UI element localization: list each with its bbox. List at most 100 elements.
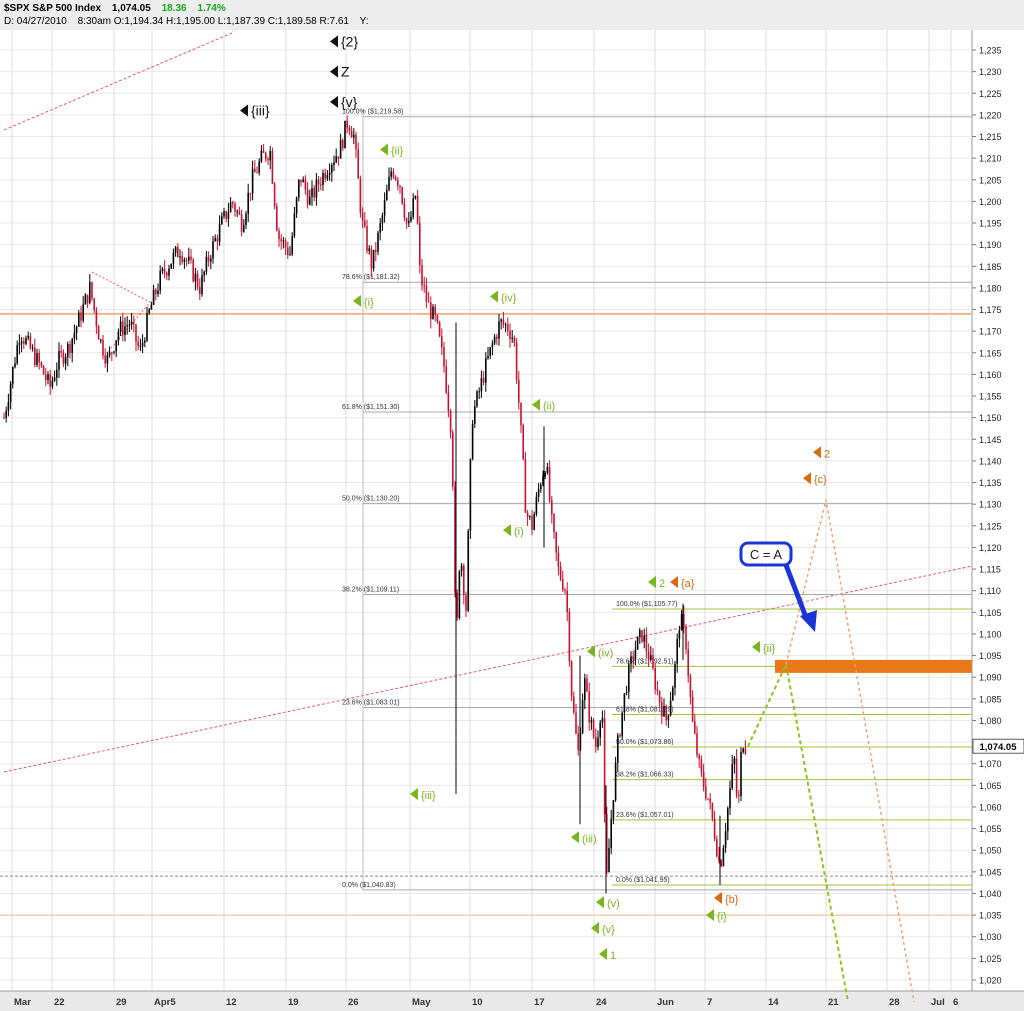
candle-body bbox=[38, 353, 40, 363]
y-tick-label: 1,175 bbox=[979, 305, 1002, 315]
candle-body bbox=[269, 151, 271, 161]
y-tick-label: 1,140 bbox=[979, 456, 1002, 466]
candle-body bbox=[588, 691, 590, 723]
callout-arrow-shaft bbox=[783, 564, 810, 621]
candle-body bbox=[733, 758, 736, 765]
candle-body bbox=[553, 514, 555, 533]
y-tick-label: 1,160 bbox=[979, 370, 1002, 380]
candle-body bbox=[447, 392, 450, 411]
candle-body bbox=[311, 187, 313, 197]
candle-body bbox=[29, 335, 32, 349]
candle-body bbox=[641, 630, 643, 642]
candle-body bbox=[654, 668, 656, 690]
wave-label: 2 bbox=[824, 448, 830, 460]
y-tick-label: 1,225 bbox=[979, 89, 1002, 99]
candle-body bbox=[590, 720, 593, 723]
candle-body bbox=[78, 312, 80, 327]
candle-body bbox=[485, 358, 487, 383]
candle-body bbox=[91, 282, 93, 299]
candle-body bbox=[148, 309, 150, 313]
y-tick-label: 1,040 bbox=[979, 889, 1002, 899]
candle-body bbox=[566, 590, 568, 613]
candle-body bbox=[577, 733, 579, 750]
y-tick-label: 1,120 bbox=[979, 543, 1002, 553]
y-tick-label: 1,020 bbox=[979, 976, 1002, 986]
candle-body bbox=[67, 344, 69, 358]
wave-label: {iii} bbox=[421, 790, 436, 802]
candle-body bbox=[23, 341, 25, 344]
candle-body bbox=[342, 140, 344, 149]
y-axis-panel bbox=[972, 30, 1024, 991]
candle-body bbox=[669, 700, 672, 716]
candle-body bbox=[399, 185, 401, 188]
wave-marker bbox=[599, 948, 607, 961]
candle-body bbox=[674, 663, 676, 688]
y-tick-label: 1,230 bbox=[979, 67, 1002, 77]
candle-body bbox=[381, 215, 384, 224]
candle-body bbox=[205, 256, 208, 272]
callout-label: C = A bbox=[750, 547, 782, 562]
candle-body bbox=[383, 200, 386, 216]
candle-body bbox=[190, 256, 192, 260]
candle-body bbox=[188, 256, 190, 261]
candle-body bbox=[493, 336, 496, 344]
candle-body bbox=[432, 306, 434, 320]
candle-body bbox=[265, 152, 267, 159]
candle-body bbox=[291, 236, 293, 255]
candle-body bbox=[476, 391, 478, 407]
candle-body bbox=[16, 345, 18, 364]
candle-body bbox=[430, 302, 432, 320]
wave-marker bbox=[330, 95, 338, 108]
candle-body bbox=[603, 718, 606, 815]
candle-body bbox=[333, 162, 335, 166]
candle-body bbox=[34, 347, 36, 365]
candle-body bbox=[27, 335, 29, 339]
wave-label: 1 bbox=[610, 950, 616, 962]
y-tick-label: 1,100 bbox=[979, 629, 1002, 639]
candle-body bbox=[155, 289, 157, 295]
candle-body bbox=[555, 532, 557, 553]
candle-body bbox=[108, 352, 111, 356]
candle-body bbox=[738, 795, 740, 797]
candle-body bbox=[502, 319, 505, 325]
candle-body bbox=[744, 748, 747, 754]
y-tick-label: 1,115 bbox=[979, 565, 1001, 575]
candle-body bbox=[146, 312, 148, 341]
candle-body bbox=[491, 343, 494, 348]
candle-body bbox=[368, 248, 370, 251]
candle-body bbox=[705, 786, 707, 799]
candle-body bbox=[612, 800, 615, 819]
candle-body bbox=[562, 579, 564, 590]
candle-body bbox=[166, 272, 168, 276]
y-tick-label: 1,125 bbox=[979, 521, 1002, 531]
candle-body bbox=[359, 178, 362, 213]
candle-body bbox=[172, 252, 175, 264]
last-price: 1,074.05 bbox=[111, 3, 151, 14]
candle-body bbox=[540, 484, 542, 490]
candle-body bbox=[298, 179, 300, 198]
candle-body bbox=[694, 721, 696, 734]
fib-label: 38.2% ($1,109.11) bbox=[342, 587, 399, 594]
candle-body bbox=[315, 179, 318, 198]
candle-body bbox=[113, 351, 115, 353]
candle-body bbox=[115, 340, 117, 352]
candle-body bbox=[346, 120, 348, 128]
y-tick-label: 1,080 bbox=[979, 716, 1002, 726]
fib-label: 23.6% ($1,083.01) bbox=[342, 699, 400, 706]
candle-body bbox=[568, 612, 571, 662]
candle-body bbox=[685, 626, 687, 650]
candle-body bbox=[251, 168, 254, 194]
candle-body bbox=[366, 226, 368, 251]
wave-label: Z bbox=[341, 64, 350, 80]
candle-body bbox=[401, 187, 403, 204]
price-chart[interactable]: 1,020 1,025 1,030 1,035 1,040 1,045 1,050 1,055… bbox=[0, 30, 1024, 1011]
candle-body bbox=[278, 230, 280, 240]
candle-body bbox=[236, 211, 238, 213]
wave-label: (i) bbox=[514, 526, 524, 538]
date-prefix: D: bbox=[4, 16, 14, 27]
plot-area bbox=[0, 30, 972, 991]
wave-marker bbox=[330, 35, 338, 48]
candle-body bbox=[718, 856, 720, 861]
wave-label: {iv} bbox=[501, 293, 517, 305]
candle-body bbox=[524, 459, 527, 513]
